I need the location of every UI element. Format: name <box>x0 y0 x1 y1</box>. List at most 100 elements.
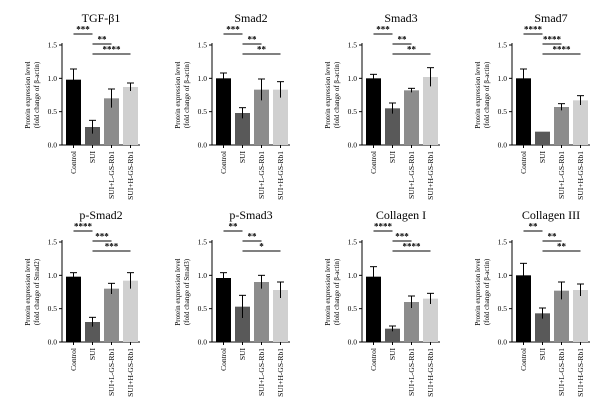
bar-control <box>66 276 81 342</box>
y-tick-label: 0.5 <box>48 304 58 313</box>
x-tick-label: SUI+H-GS-Rb1 <box>426 151 435 200</box>
chart-collagen-iii: Collagen III Protein expression level (fol… <box>474 208 590 397</box>
significance-label: *** <box>395 232 409 242</box>
bar-sui-h-gs-rb1 <box>423 77 438 145</box>
y-axis-label: (fold change of β-actin) <box>333 258 341 325</box>
significance-label: ** <box>248 232 258 242</box>
significance-label: **** <box>543 35 562 45</box>
bar-sui-l-gs-rb1 <box>554 290 569 342</box>
y-axis-label: (fold change of β-actin) <box>483 61 491 128</box>
x-tick-label: Control <box>219 348 228 371</box>
x-tick-label: SUI+H-GS-Rb1 <box>276 151 285 200</box>
y-tick-label: 0.0 <box>198 141 208 150</box>
bar-sui <box>385 108 400 145</box>
bar-sui-l-gs-rb1 <box>404 302 419 342</box>
bar-sui <box>385 328 400 342</box>
bar-sui-h-gs-rb1 <box>273 89 288 145</box>
y-tick-label: 1.0 <box>48 74 58 83</box>
chart-tgf-1: TGF-β1 Protein expression level (fold chan… <box>24 11 140 200</box>
y-tick-label: 1.0 <box>48 271 58 280</box>
x-tick-label: SUI <box>238 151 247 164</box>
chart-title: Collagen III <box>522 208 580 222</box>
bar-sui-h-gs-rb1 <box>423 298 438 342</box>
x-tick-label: Control <box>519 151 528 174</box>
bar-sui-h-gs-rb1 <box>573 100 588 145</box>
significance-label: ** <box>529 222 539 232</box>
bar-sui <box>235 113 250 145</box>
x-tick-label: SUI+H-GS-Rb1 <box>126 348 135 397</box>
significance-label: ** <box>229 222 239 232</box>
chart-smad7: Smad7 Protein expression level (fold chang… <box>474 11 590 200</box>
y-axis-label: Protein expression level <box>174 258 182 325</box>
x-tick-label: SUI+L-GS-Rb1 <box>107 348 116 396</box>
chart-title: p-Smad3 <box>229 208 272 222</box>
y-axis-label: Protein expression level <box>474 258 482 325</box>
y-tick-label: 0.0 <box>498 338 508 347</box>
significance-label: **** <box>74 222 93 232</box>
x-tick-label: SUI+L-GS-Rb1 <box>557 348 566 396</box>
bar-sui <box>535 313 550 342</box>
y-tick-label: 1.5 <box>198 238 208 247</box>
y-tick-label: 0.0 <box>48 141 58 150</box>
x-tick-label: SUI <box>388 348 397 361</box>
y-axis-label: (fold change of Smad2) <box>33 258 41 325</box>
significance-label: *** <box>105 242 119 252</box>
significance-label: ** <box>257 45 267 55</box>
y-axis-label: (fold change of β-actin) <box>183 61 191 128</box>
x-tick-label: SUI+L-GS-Rb1 <box>257 348 266 396</box>
bar-control <box>66 79 81 145</box>
y-tick-label: 1.5 <box>348 238 358 247</box>
bar-control <box>516 275 531 342</box>
bar-sui-h-gs-rb1 <box>123 87 138 145</box>
x-tick-label: Control <box>369 151 378 174</box>
chart-title: TGF-β1 <box>82 11 121 25</box>
x-tick-label: SUI <box>388 151 397 164</box>
significance-label: ** <box>557 242 567 252</box>
chart-title: Smad3 <box>384 11 417 25</box>
y-tick-label: 0.0 <box>498 141 508 150</box>
significance-label: **** <box>374 222 393 232</box>
x-tick-label: SUI <box>238 348 247 361</box>
y-axis-label: (fold change of β-actin) <box>333 61 341 128</box>
y-axis-label: Protein expression level <box>474 61 482 128</box>
x-tick-label: Control <box>519 348 528 371</box>
y-tick-label: 0.5 <box>498 304 508 313</box>
x-tick-label: SUI+L-GS-Rb1 <box>557 151 566 199</box>
x-tick-label: SUI <box>88 348 97 361</box>
bar-sui <box>85 322 100 342</box>
chart-title: p-Smad2 <box>79 208 122 222</box>
x-tick-label: Control <box>69 348 78 371</box>
y-tick-label: 1.0 <box>348 74 358 83</box>
significance-label: **** <box>553 45 572 55</box>
x-tick-label: Control <box>69 151 78 174</box>
significance-label: **** <box>524 25 543 35</box>
y-tick-label: 1.5 <box>48 238 58 247</box>
x-tick-label: SUI+H-GS-Rb1 <box>576 348 585 397</box>
x-tick-label: SUI+H-GS-Rb1 <box>276 348 285 397</box>
x-tick-label: SUI <box>538 348 547 361</box>
chart-title: Smad7 <box>534 11 567 25</box>
y-axis-label: Protein expression level <box>24 61 32 128</box>
y-tick-label: 0.0 <box>348 141 358 150</box>
x-tick-label: SUI+L-GS-Rb1 <box>257 151 266 199</box>
significance-label: ** <box>98 35 108 45</box>
bar-sui-l-gs-rb1 <box>104 288 119 342</box>
y-axis-label: (fold change of β-actin) <box>33 61 41 128</box>
bar-control <box>366 78 381 145</box>
x-tick-label: SUI+L-GS-Rb1 <box>407 348 416 396</box>
y-tick-label: 1.5 <box>348 41 358 50</box>
x-tick-label: Control <box>369 348 378 371</box>
significance-label: ** <box>548 232 558 242</box>
bar-sui-h-gs-rb1 <box>573 290 588 342</box>
bar-sui-l-gs-rb1 <box>554 107 569 145</box>
x-tick-label: SUI+H-GS-Rb1 <box>126 151 135 200</box>
bar-sui-l-gs-rb1 <box>104 98 119 145</box>
x-tick-label: SUI <box>88 151 97 164</box>
chart-smad3: Smad3 Protein expression level (fold chang… <box>324 11 440 200</box>
significance-label: *** <box>226 25 240 35</box>
y-axis-label: (fold change of Smad3) <box>183 258 191 325</box>
bar-control <box>516 78 531 145</box>
y-tick-label: 1.0 <box>198 271 208 280</box>
chart-p-smad2: p-Smad2 Protein expression level (fold cha… <box>24 208 140 397</box>
y-tick-label: 1.5 <box>498 238 508 247</box>
